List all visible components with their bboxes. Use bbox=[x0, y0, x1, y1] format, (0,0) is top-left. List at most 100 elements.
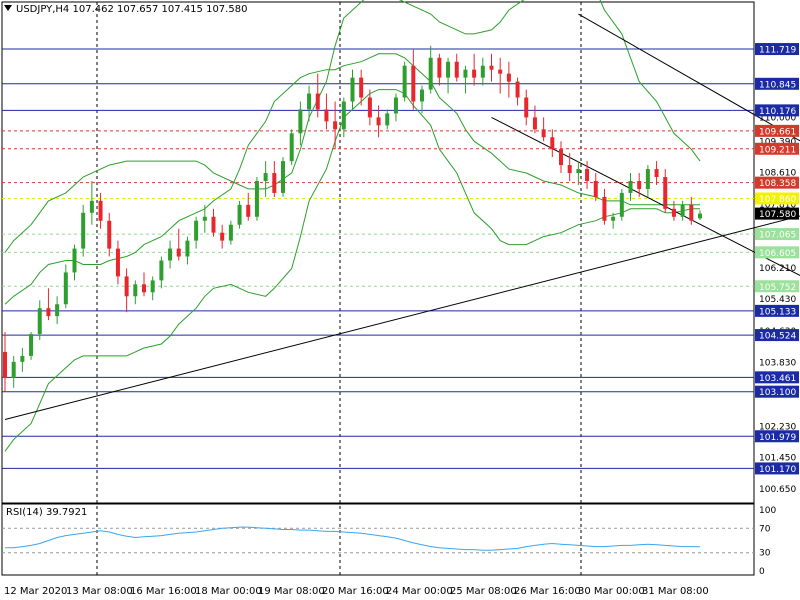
candle bbox=[367, 89, 372, 126]
candle bbox=[593, 173, 598, 201]
candle-body bbox=[3, 351, 7, 378]
candle bbox=[376, 105, 381, 138]
price-axis-label: 106.210 bbox=[759, 264, 796, 274]
candle bbox=[341, 97, 346, 138]
candle-body bbox=[176, 248, 181, 257]
bollinger-middle bbox=[4, 53, 700, 305]
collapse-triangle-icon[interactable] bbox=[4, 5, 12, 11]
candle-body bbox=[333, 121, 338, 130]
candle-body bbox=[237, 204, 242, 225]
candle bbox=[289, 129, 294, 166]
level-tag-bg bbox=[755, 104, 799, 117]
candle bbox=[532, 105, 537, 134]
rsi-axis-label: 70 bbox=[759, 524, 771, 534]
candle bbox=[185, 236, 190, 265]
price-pane-frame bbox=[1, 1, 755, 504]
level-tag: 107.580 bbox=[755, 207, 799, 220]
candle-body bbox=[420, 89, 424, 102]
candle bbox=[176, 228, 181, 261]
candle bbox=[628, 173, 633, 201]
candle bbox=[133, 280, 138, 305]
candle bbox=[324, 93, 329, 130]
candle bbox=[211, 208, 216, 237]
candle bbox=[402, 61, 407, 102]
time-axis-label: 24 Mar 00:00 bbox=[386, 586, 453, 597]
level-tag: 110.176 bbox=[755, 104, 799, 117]
candle-body bbox=[472, 69, 477, 78]
candle-body bbox=[532, 117, 537, 130]
candle-body bbox=[376, 117, 381, 126]
candle bbox=[272, 161, 277, 197]
candle-body bbox=[55, 304, 60, 317]
candle bbox=[263, 161, 268, 197]
candle-body bbox=[307, 93, 312, 110]
price-axis-label: 102.230 bbox=[759, 422, 796, 432]
candle bbox=[194, 216, 199, 249]
rsi-line bbox=[5, 526, 701, 551]
candle-body bbox=[567, 165, 572, 174]
level-tag-bg bbox=[755, 176, 799, 189]
candle-body bbox=[698, 213, 702, 219]
candle bbox=[645, 165, 650, 197]
candle-body bbox=[315, 93, 320, 110]
time-axis-label: 20 Mar 16:00 bbox=[322, 586, 389, 597]
candle-body bbox=[220, 232, 225, 241]
symbol-timeframe: USDJPY,H4 bbox=[16, 4, 70, 15]
candle bbox=[454, 53, 459, 82]
level-tag: 108.358 bbox=[755, 176, 799, 189]
candle bbox=[637, 173, 642, 197]
bollinger-upper bbox=[4, 0, 701, 253]
trendline-rising-support bbox=[4, 215, 800, 421]
chart-header: USDJPY,H4 107.462 107.657 107.415 107.58… bbox=[4, 4, 247, 15]
level-tag-bg bbox=[755, 228, 799, 241]
candle-body bbox=[254, 180, 259, 217]
candle bbox=[550, 129, 555, 158]
candle-body bbox=[637, 180, 642, 189]
price-axis-label: 110.000 bbox=[759, 113, 796, 123]
candle-body bbox=[194, 220, 199, 241]
level-tag: 109.211 bbox=[755, 142, 799, 155]
rsi-header: RSI(14) 39.7921 bbox=[6, 507, 88, 518]
candle bbox=[506, 61, 511, 98]
candle-body bbox=[628, 180, 633, 193]
candle-body bbox=[350, 77, 355, 102]
candle-body bbox=[585, 169, 590, 181]
candle bbox=[228, 220, 233, 245]
candle bbox=[107, 212, 112, 257]
candle-body bbox=[550, 137, 555, 150]
rsi-axis-label: 0 bbox=[759, 567, 765, 577]
candle-body bbox=[124, 276, 129, 297]
candle bbox=[498, 57, 503, 94]
candle-body bbox=[37, 308, 42, 335]
candle-body bbox=[298, 109, 303, 134]
candle-body bbox=[463, 69, 468, 78]
level-tag: 105.133 bbox=[755, 304, 799, 317]
candle-body bbox=[498, 69, 503, 74]
candle bbox=[37, 300, 42, 341]
level-tag-label: 106.605 bbox=[759, 249, 796, 259]
candle bbox=[689, 196, 694, 225]
level-tag-bg bbox=[755, 43, 799, 56]
level-tag-label: 101.170 bbox=[759, 465, 796, 475]
level-tag-bg bbox=[755, 192, 799, 205]
price-axis-label: 107.810 bbox=[759, 200, 796, 210]
level-tag-bg bbox=[755, 304, 799, 317]
time-axis-label: 16 Mar 16:00 bbox=[130, 586, 197, 597]
candle bbox=[254, 177, 259, 221]
candle-body bbox=[541, 129, 546, 138]
level-tag: 104.524 bbox=[755, 329, 799, 342]
candle bbox=[602, 188, 607, 225]
candle-body bbox=[428, 57, 433, 90]
candle bbox=[680, 200, 685, 221]
candle bbox=[611, 212, 616, 229]
candle-body bbox=[228, 224, 233, 241]
level-tag-bg bbox=[755, 329, 799, 342]
level-tag-bg bbox=[755, 142, 799, 155]
candle bbox=[489, 53, 494, 82]
candle bbox=[72, 244, 77, 281]
level-tag-label: 105.752 bbox=[759, 283, 796, 293]
candle-body bbox=[211, 216, 216, 233]
candle bbox=[246, 192, 251, 221]
candle bbox=[350, 69, 355, 110]
candle-body bbox=[489, 65, 494, 70]
